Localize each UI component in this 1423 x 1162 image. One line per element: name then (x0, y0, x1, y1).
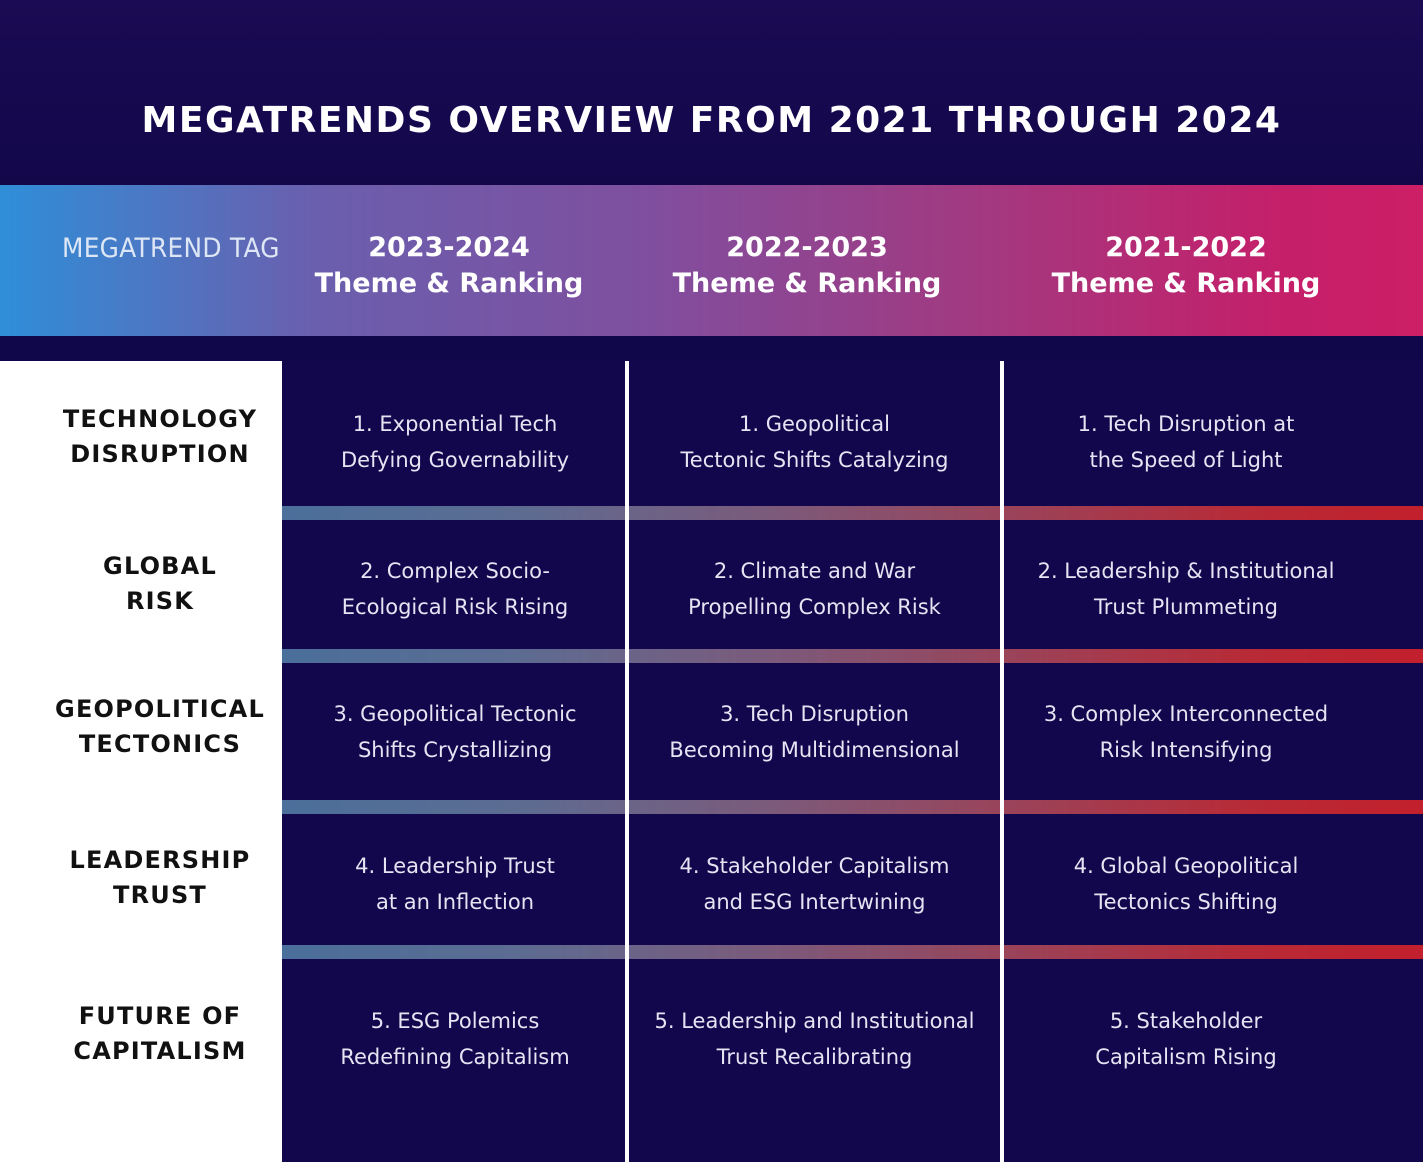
theme-line: Redefining Capitalism (340, 1045, 570, 1069)
tag-line: TRUST (113, 881, 207, 909)
theme-line: Ecological Risk Rising (341, 595, 569, 619)
column-header-2023-2024: 2023-2024 Theme & Ranking (269, 230, 629, 302)
theme-line: 5. Stakeholder (1109, 1009, 1263, 1033)
column-years: 2022-2023 (726, 232, 888, 263)
theme-cell: 3. Tech Disruption Becoming Multidimensi… (629, 696, 1000, 768)
column-subtitle: Theme & Ranking (1051, 268, 1321, 299)
megatrend-tag-header: MEGATREND TAG (62, 233, 280, 264)
theme-line: 4. Global Geopolitical (1073, 854, 1299, 878)
theme-line: at an Inflection (375, 890, 535, 914)
theme-cell: 3. Complex Interconnected Risk Intensify… (1004, 696, 1368, 768)
tag-line: DISRUPTION (70, 440, 250, 468)
column-years: 2023-2024 (368, 232, 530, 263)
theme-line: Capitalism Rising (1095, 1045, 1277, 1069)
column-subtitle: Theme & Ranking (672, 268, 942, 299)
theme-line: 3. Complex Interconnected (1043, 702, 1329, 726)
tag-line: GEOPOLITICAL (55, 695, 265, 723)
theme-line: Shifts Crystallizing (357, 738, 553, 762)
theme-grid (282, 361, 1423, 1162)
theme-line: 5. Leadership and Institutional (654, 1009, 975, 1033)
column-divider (625, 361, 629, 1162)
page-title: MEGATRENDS OVERVIEW FROM 2021 THROUGH 20… (141, 100, 1282, 141)
theme-line: Risk Intensifying (1099, 738, 1273, 762)
column-header-2021-2022: 2021-2022 Theme & Ranking (1006, 230, 1366, 302)
theme-line: 3. Tech Disruption (720, 702, 909, 726)
theme-line: 1. Exponential Tech (352, 412, 558, 436)
tag-line: TECTONICS (78, 730, 242, 758)
theme-line: the Speed of Light (1089, 448, 1283, 472)
theme-line: 4. Stakeholder Capitalism (679, 854, 950, 878)
theme-line: Propelling Complex Risk (688, 595, 941, 619)
tag-panel (0, 361, 282, 1162)
row-separator (282, 800, 1423, 814)
theme-cell: 2. Leadership & Institutional Trust Plum… (1004, 553, 1368, 625)
theme-line: Trust Recalibrating (716, 1045, 913, 1069)
theme-cell: 2. Complex Socio- Ecological Risk Rising (285, 553, 625, 625)
theme-cell: 5. Stakeholder Capitalism Rising (1004, 1003, 1368, 1075)
tag-line: CAPITALISM (73, 1037, 247, 1065)
theme-line: 1. Geopolitical (739, 412, 890, 436)
theme-cell: 3. Geopolitical Tectonic Shifts Crystall… (285, 696, 625, 768)
theme-line: Trust Plummeting (1094, 595, 1278, 619)
tag-geopolitical-tectonics: GEOPOLITICAL TECTONICS (0, 692, 320, 762)
theme-cell: 4. Global Geopolitical Tectonics Shiftin… (1004, 848, 1368, 920)
column-header-2022-2023: 2022-2023 Theme & Ranking (627, 230, 987, 302)
row-separator (282, 945, 1423, 959)
theme-cell: 1. Tech Disruption at the Speed of Light (1004, 406, 1368, 478)
title-band (0, 0, 1423, 185)
theme-cell: 5. ESG Polemics Redefining Capitalism (285, 1003, 625, 1075)
tag-line: GLOBAL (103, 552, 217, 580)
theme-line: 3. Geopolitical Tectonic (333, 702, 577, 726)
theme-line: Tectonics Shifting (1094, 890, 1278, 914)
theme-cell: 1. Exponential Tech Defying Governabilit… (285, 406, 625, 478)
header-gap (0, 336, 1423, 361)
theme-line: Defying Governability (340, 448, 570, 472)
column-years: 2021-2022 (1105, 232, 1267, 263)
theme-line: and ESG Intertwining (703, 890, 926, 914)
theme-line: Tectonic Shifts Catalyzing (680, 448, 949, 472)
tag-line: TECHNOLOGY (62, 405, 258, 433)
header-band (0, 185, 1423, 336)
tag-future-of-capitalism: FUTURE OF CAPITALISM (0, 999, 320, 1069)
theme-cell: 2. Climate and War Propelling Complex Ri… (629, 553, 1000, 625)
column-divider (1000, 361, 1004, 1162)
theme-line: 4. Leadership Trust (355, 854, 555, 878)
theme-cell: 5. Leadership and Institutional Trust Re… (629, 1003, 1000, 1075)
column-subtitle: Theme & Ranking (314, 268, 584, 299)
tag-line: LEADERSHIP (69, 846, 251, 874)
theme-line: 2. Complex Socio- (360, 559, 550, 583)
tag-line: RISK (125, 587, 195, 615)
tag-global-risk: GLOBAL RISK (0, 549, 320, 619)
theme-cell: 4. Stakeholder Capitalism and ESG Intert… (629, 848, 1000, 920)
theme-line: 2. Leadership & Institutional (1037, 559, 1335, 583)
tag-line: FUTURE OF (78, 1002, 242, 1030)
theme-cell: 1. Geopolitical Tectonic Shifts Catalyzi… (629, 406, 1000, 478)
theme-line: 1. Tech Disruption at (1077, 412, 1295, 436)
row-separator (282, 506, 1423, 520)
row-separator (282, 649, 1423, 663)
theme-line: 5. ESG Polemics (370, 1009, 540, 1033)
tag-leadership-trust: LEADERSHIP TRUST (0, 843, 320, 913)
theme-cell: 4. Leadership Trust at an Inflection (285, 848, 625, 920)
tag-technology-disruption: TECHNOLOGY DISRUPTION (0, 402, 320, 472)
theme-line: Becoming Multidimensional (669, 738, 960, 762)
theme-line: 2. Climate and War (713, 559, 916, 583)
